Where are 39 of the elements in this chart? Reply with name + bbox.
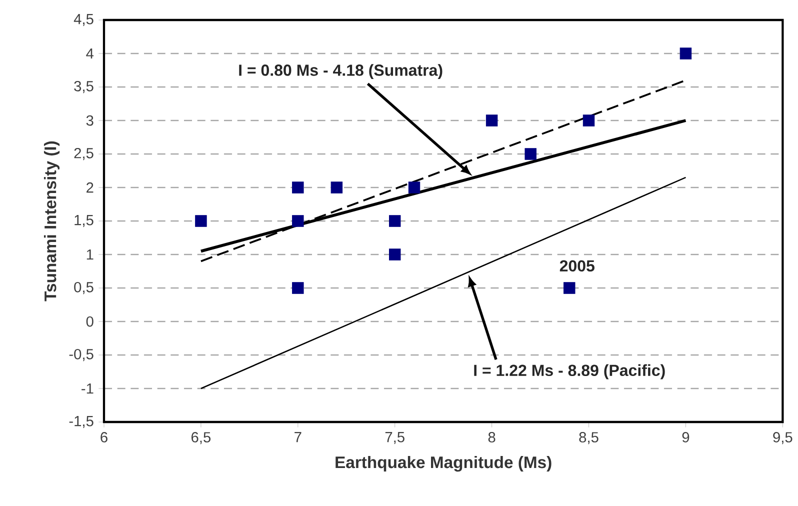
y-tick-label: -0,5 [69,348,94,362]
point [408,182,420,194]
point [582,114,595,126]
annotation: I = 0.80 Ms - 4.18 (Sumatra) [239,64,442,80]
y-tick-label: 4,5 [74,14,94,26]
y-tick-label: 4 [86,48,94,59]
point [564,282,576,294]
x-tick-label: 6 [100,432,108,442]
annotation: 2005 [560,260,594,272]
y-tick-label: 0 [86,316,94,327]
point [292,182,304,194]
x-tick-label: 6,5 [192,432,211,444]
x-tick-label: 8 [488,432,496,442]
y-tick-label: 1,5 [74,215,94,227]
point [292,215,304,227]
y-axis-title: Tsunami Intensity (I) [44,141,60,302]
x-tick-label: 8,5 [579,432,598,444]
annotation: I = 1.22 Ms - 8.89 (Pacific) [474,364,665,380]
point [292,282,304,294]
y-tick-label: 3 [86,115,94,126]
y-tick-label: 1 [86,249,94,260]
point [330,182,343,194]
y-tick-label: 3,5 [74,80,94,94]
y-tick-label: 0,5 [74,282,94,294]
point [195,215,207,227]
point [388,248,401,260]
y-tick-label: -1 [82,383,94,394]
x-tick-label: 9,5 [773,432,792,444]
y-tick-label: 2 [86,182,94,193]
x-tick-label: 9 [682,432,690,442]
point [524,148,536,160]
y-tick-label: -1,5 [69,416,94,428]
x-tick-label: 7,5 [385,432,404,444]
point [680,48,692,60]
point [486,114,498,126]
x-tick-label: 7 [294,432,302,442]
x-axis-title: Earthquake Magnitude (Ms) [336,456,552,472]
y-tick-label: 2,5 [74,148,94,160]
point [388,215,401,227]
